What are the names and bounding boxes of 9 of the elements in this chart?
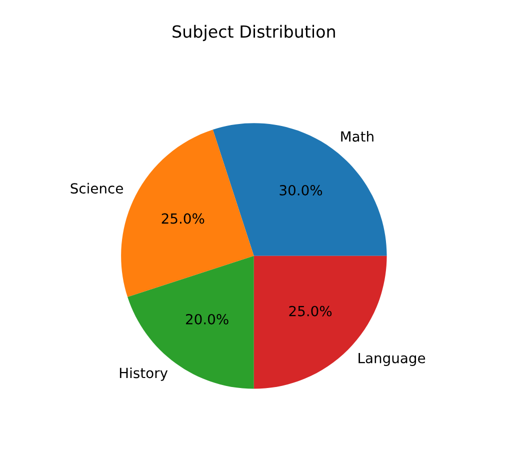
data-label: 30.0%: [280, 184, 322, 196]
slice-label: Language: [358, 352, 426, 366]
slice-label: Science: [70, 182, 123, 194]
data-label: 25.0%: [162, 213, 204, 224]
slice-label: Math: [341, 130, 374, 142]
chart-title: Subject Distribution: [172, 24, 335, 42]
data-label: 25.0%: [289, 306, 332, 316]
slice-label: History: [120, 367, 168, 381]
data-label: 20.0%: [186, 314, 228, 324]
